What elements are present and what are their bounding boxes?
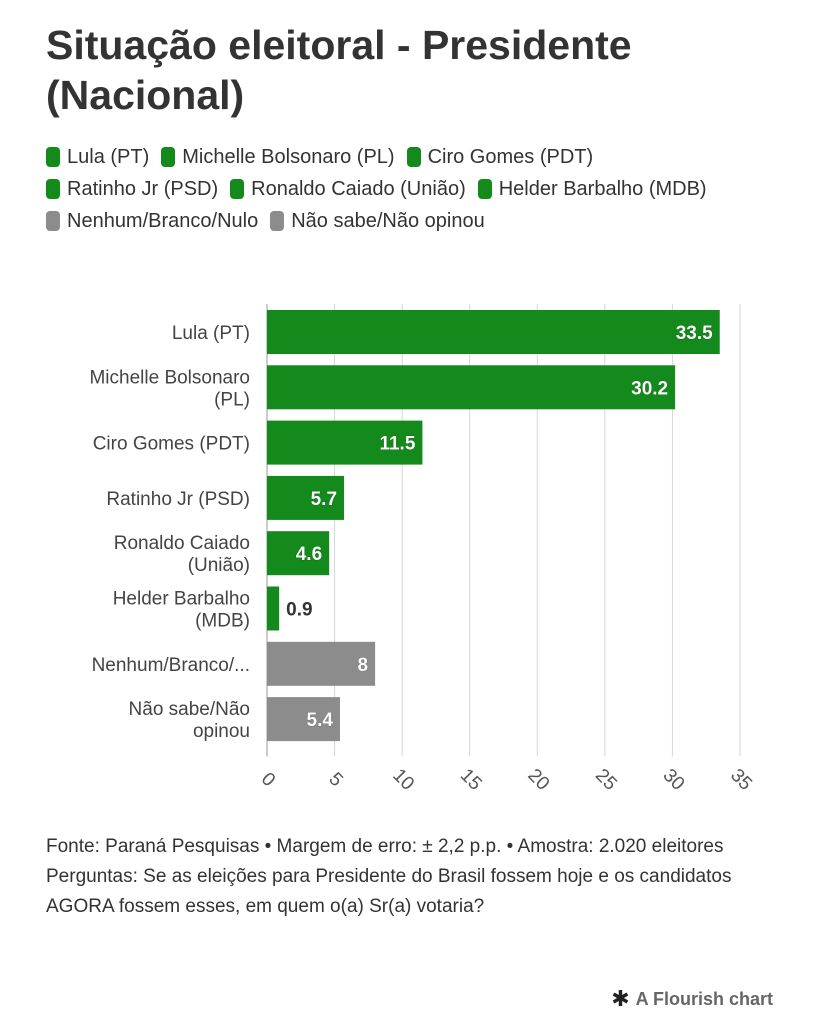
bar — [267, 641, 376, 686]
x-tick-label: 5 — [324, 769, 346, 791]
bar — [267, 365, 676, 410]
credit-text: A Flourish chart — [635, 988, 773, 1009]
category-label: Michelle Bolsonaro — [89, 367, 250, 388]
bar — [267, 531, 330, 576]
category-label: Ciro Gomes (PDT) — [93, 434, 250, 455]
legend-label: Ciro Gomes (PDT) — [427, 146, 594, 168]
legend-swatch — [161, 147, 176, 167]
chart-title: Situação eleitoral - Presidente (Naciona… — [46, 22, 632, 118]
legend-item[interactable]: Helder Barbalho (MDB) — [477, 177, 707, 201]
category-label: Helder Barbalho — [113, 589, 250, 610]
legend-swatch — [270, 211, 285, 231]
value-label: 30.2 — [631, 378, 668, 399]
x-tick-label: 15 — [456, 765, 486, 795]
value-label: 11.5 — [379, 434, 415, 455]
value-label: 4.6 — [296, 544, 322, 565]
bar — [267, 310, 720, 354]
legend-item[interactable]: Não sabe/Não opinou — [270, 209, 485, 233]
legend-swatch — [46, 179, 60, 199]
x-tick-label: 25 — [591, 765, 621, 795]
legend-item[interactable]: Michelle Bolsonaro (PL) — [161, 145, 395, 169]
bar — [267, 475, 345, 520]
legend: Lula (PT) Michelle Bolsonaro (PL) Ciro Gom… — [46, 145, 766, 233]
category-label: Ronaldo Caiado — [114, 533, 250, 554]
legend-label: Ronaldo Caiado (União) — [251, 178, 466, 200]
category-label: (PL) — [214, 389, 250, 410]
legend-swatch — [46, 211, 60, 231]
legend-item[interactable]: Ciro Gomes (PDT) — [406, 145, 594, 169]
flourish-credit[interactable]: ✱ A Flourish chart — [611, 986, 773, 1012]
category-label: Não sabe/Não — [129, 699, 250, 720]
category-label: opinou — [193, 721, 250, 742]
legend-item[interactable]: Ronaldo Caiado (União) — [230, 177, 466, 201]
asterisk-icon: ✱ — [611, 986, 630, 1011]
legend-item[interactable]: Lula (PT) — [46, 145, 149, 169]
legend-swatch — [477, 179, 492, 199]
x-tick-label: 10 — [388, 765, 418, 795]
legend-label: Não sabe/Não opinou — [291, 210, 485, 232]
bar — [267, 697, 340, 742]
legend-label: Lula (PT) — [67, 146, 150, 168]
legend-item[interactable]: Ratinho Jr (PSD) — [46, 177, 218, 201]
legend-label: Ratinho Jr (PSD) — [67, 178, 219, 200]
category-label: Ratinho Jr (PSD) — [106, 489, 250, 510]
legend-label: Helder Barbalho (MDB) — [498, 178, 707, 200]
category-label: (MDB) — [195, 611, 250, 632]
source-note: Fonte: Paraná Pesquisas • Margem de erro… — [46, 832, 766, 922]
question-text: Perguntas: Se as eleições para President… — [46, 866, 732, 917]
legend-swatch — [406, 147, 421, 167]
x-tick-label: 0 — [257, 769, 279, 791]
category-label: Nenhum/Branco/... — [92, 655, 250, 676]
bar-chart: 0 5 10 15 20 25 30 35 Lula (PT) 33.5 Michelle Bols… — [89, 304, 756, 795]
legend-swatch — [46, 147, 60, 167]
x-tick-label: 30 — [659, 765, 689, 795]
value-label: 33.5 — [676, 323, 713, 344]
legend-item[interactable]: Nenhum/Branco/Nulo — [46, 209, 258, 233]
value-label: 8 — [358, 655, 369, 676]
bar — [267, 586, 280, 631]
value-label: 5.4 — [307, 710, 334, 731]
legend-swatch — [230, 179, 245, 199]
value-label: 5.7 — [311, 489, 337, 510]
bar — [267, 420, 423, 465]
x-tick-label: 20 — [523, 765, 553, 795]
legend-label: Nenhum/Branco/Nulo — [67, 210, 259, 232]
source-text: Fonte: Paraná Pesquisas • Margem de erro… — [46, 836, 724, 857]
value-label: 0.9 — [286, 600, 312, 621]
x-tick-label: 35 — [726, 765, 756, 795]
category-label: (União) — [188, 555, 250, 576]
category-label: Lula (PT) — [172, 323, 250, 344]
legend-label: Michelle Bolsonaro (PL) — [182, 146, 395, 168]
